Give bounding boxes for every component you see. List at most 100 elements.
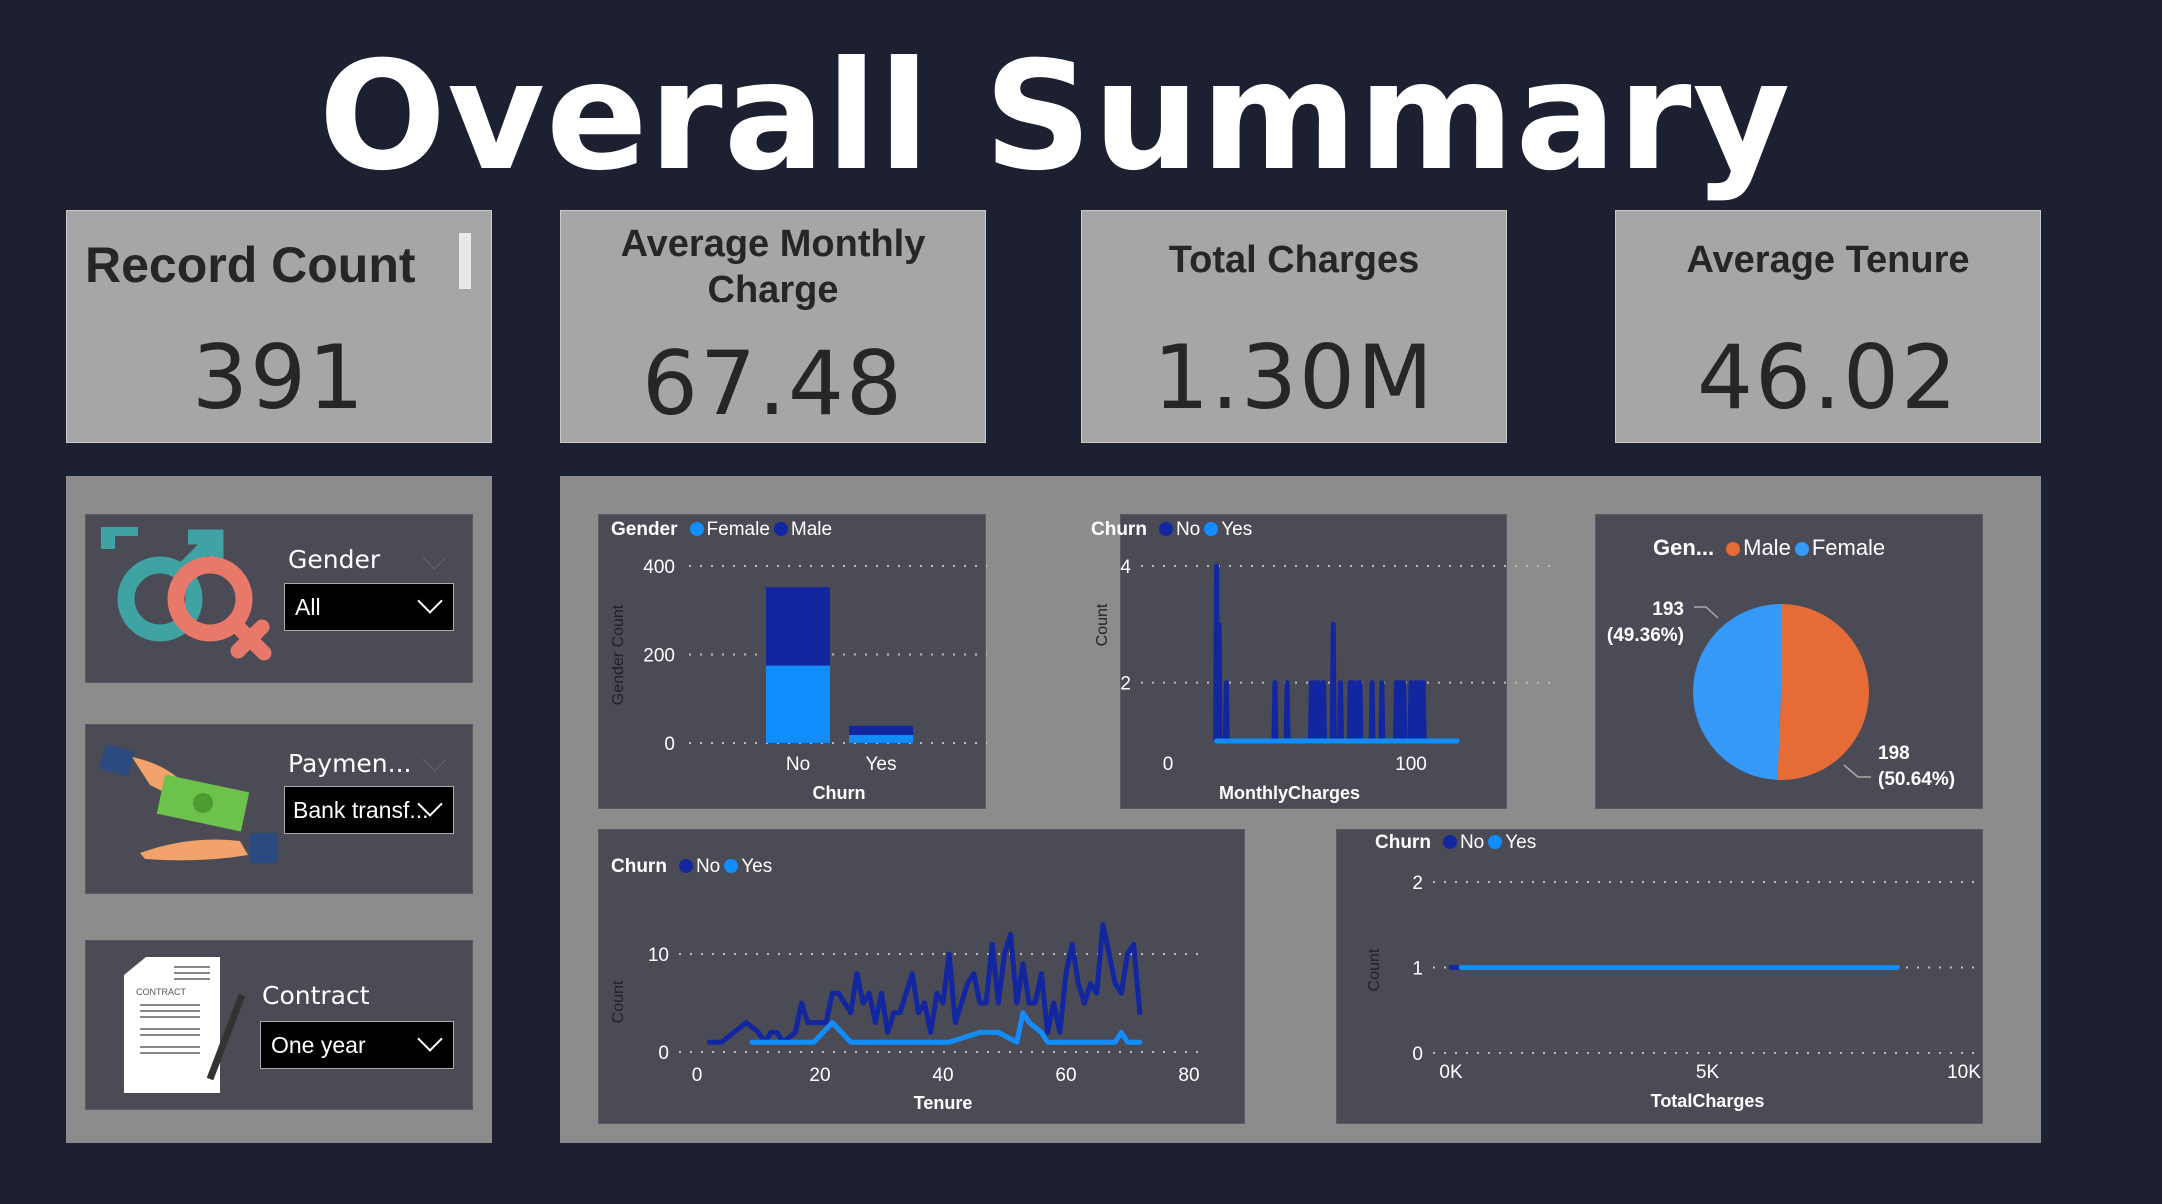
- dropdown-value: One year: [271, 1032, 366, 1058]
- x-tick-label: No: [786, 754, 810, 775]
- legend-marker-icon: [1726, 542, 1741, 556]
- y-axis-title: Count: [610, 980, 627, 1023]
- kpi-value: 46.02: [1697, 326, 1959, 429]
- x-tick-label: Yes: [866, 754, 897, 775]
- legend-title: Gender: [611, 519, 678, 540]
- slicer-label: Gender: [288, 545, 381, 574]
- y-axis-title: Count: [1366, 948, 1383, 991]
- kpi-label: Average Tenure: [1686, 239, 1970, 281]
- kpi-label: Record Count: [85, 237, 416, 293]
- dropdown-value: All: [295, 594, 321, 620]
- bar-female-yes: [849, 735, 913, 743]
- x-tick-label: 40: [932, 1065, 953, 1086]
- kpi-average-monthly-charge: Average Monthly Charge 67.48: [560, 210, 986, 443]
- legend-item[interactable]: Yes: [1505, 832, 1537, 853]
- leader-line: [1694, 606, 1719, 619]
- kpi-record-count: Record Count 391: [66, 210, 492, 443]
- gender-dropdown[interactable]: All: [284, 583, 454, 631]
- y-tick-label: 2: [1120, 674, 1131, 695]
- page-title: Overall Summary: [318, 30, 1792, 204]
- y-tick-label: 0: [1412, 1044, 1423, 1065]
- leader-line: [1843, 764, 1871, 778]
- contract-icon-text: CONTRACT: [136, 987, 186, 997]
- series-line-no: [706, 922, 1143, 1045]
- pie-chart-plot: 198 (50.64%) 193 (49.36%): [1607, 599, 1955, 790]
- contract-dropdown[interactable]: One year: [260, 1021, 454, 1069]
- collapse-chevron-icon[interactable]: [422, 545, 447, 570]
- y-tick-label: 1: [1412, 959, 1423, 980]
- x-tick-label: 10K: [1947, 1062, 1981, 1083]
- y-tick-label: 2: [1412, 873, 1423, 894]
- monthly-charges-line-chart: Churn No Yes 2 4 0 100 MonthlyCharges Count: [1091, 514, 1551, 809]
- slicer-panel: Gender All Paymen... Bank transf... CONT…: [66, 476, 492, 1143]
- dropdown-value: Bank transf...: [293, 797, 429, 823]
- kpi-value: 1.30M: [1153, 326, 1435, 429]
- y-axis-title: Gender Count: [610, 604, 627, 705]
- collapse-chevron-icon[interactable]: [422, 747, 447, 772]
- chart-legend: Gen... Male Female: [1653, 535, 1885, 561]
- chart-legend: Gender Female Male: [611, 519, 832, 541]
- kpi-average-tenure: Average Tenure 46.02: [1615, 210, 2041, 443]
- y-tick-label: 10: [648, 945, 669, 966]
- legend-item[interactable]: Male: [790, 519, 833, 540]
- legend-marker-icon: [773, 522, 788, 536]
- gender-by-churn-bar-chart: Gender Female Male 0 200 400 No Yes Churn Gender…: [598, 514, 987, 809]
- legend-marker-icon: [724, 859, 739, 873]
- contract-document-icon: CONTRACT: [124, 957, 246, 1093]
- line-chart-plot: 2 4 0 100 MonthlyCharges Count: [1094, 557, 1551, 803]
- x-tick-label: 80: [1178, 1065, 1199, 1086]
- series-line-no: [1213, 563, 1427, 744]
- x-axis-title: Tenure: [914, 1093, 973, 1113]
- kpi-label: Total Charges: [1168, 239, 1420, 281]
- bar-male-no: [766, 587, 830, 666]
- legend-title: Gen...: [1653, 535, 1715, 560]
- legend-item[interactable]: Yes: [741, 856, 773, 877]
- y-tick-label: 0: [658, 1043, 669, 1064]
- y-tick-label: 0: [664, 734, 675, 755]
- kpi-value: 67.48: [642, 332, 904, 435]
- x-axis-title: Churn: [813, 783, 866, 803]
- bar-female-no: [766, 665, 830, 743]
- legend-title: Churn: [1375, 832, 1431, 853]
- legend-marker-icon: [1794, 542, 1809, 556]
- legend-marker-icon: [1158, 522, 1173, 536]
- money-hands-icon: [100, 745, 278, 863]
- data-label-value: 198: [1878, 743, 1910, 764]
- legend-item[interactable]: Yes: [1221, 519, 1253, 540]
- kpi-value: 391: [192, 326, 366, 429]
- payment-slicer: Paymen... Bank transf...: [85, 724, 473, 894]
- kpi-label: Average Monthly Charge: [620, 223, 926, 311]
- legend-item[interactable]: Male: [1743, 535, 1791, 560]
- pie-slice-male: [1777, 604, 1870, 780]
- legend-marker-icon: [1204, 522, 1219, 536]
- chevron-down-icon: [417, 588, 443, 614]
- series-line-yes: [749, 1010, 1143, 1045]
- x-tick-label: 0: [1163, 754, 1174, 775]
- y-tick-label: 200: [643, 646, 675, 667]
- slicer-label: Contract: [262, 981, 370, 1010]
- legend-item[interactable]: No: [695, 856, 721, 877]
- payment-method-dropdown[interactable]: Bank transf...: [284, 786, 454, 834]
- legend-marker-icon: [1442, 835, 1457, 849]
- legend-item[interactable]: Female: [1811, 535, 1886, 560]
- legend-item[interactable]: No: [1175, 519, 1201, 540]
- chart-legend: Churn No Yes: [1091, 519, 1252, 541]
- legend-marker-icon: [678, 859, 693, 873]
- x-axis-title: TotalCharges: [1651, 1091, 1765, 1111]
- scroll-indicator: [459, 233, 471, 289]
- pie-slice-female: [1693, 604, 1781, 780]
- legend-title: Churn: [1091, 519, 1147, 540]
- data-label-value: 193: [1652, 599, 1684, 620]
- kpi-total-charges: Total Charges 1.30M: [1081, 210, 1507, 443]
- tenure-line-chart: Churn No Yes 0 10 0 20 40 60 80 Tenure Count: [598, 829, 1245, 1124]
- gender-pie-chart: Gen... Male Female 198 (50.64%) 193 (49.36%): [1595, 514, 1983, 809]
- x-tick-label: 20: [809, 1065, 830, 1086]
- gender-slicer: Gender All: [85, 514, 473, 683]
- legend-item[interactable]: No: [1459, 832, 1485, 853]
- y-tick-label: 400: [643, 557, 675, 578]
- data-label-percent: (50.64%): [1878, 769, 1955, 790]
- legend-item[interactable]: Female: [706, 519, 770, 540]
- x-axis-title: MonthlyCharges: [1219, 783, 1360, 803]
- x-tick-label: 0: [692, 1065, 703, 1086]
- x-tick-label: 60: [1055, 1065, 1076, 1086]
